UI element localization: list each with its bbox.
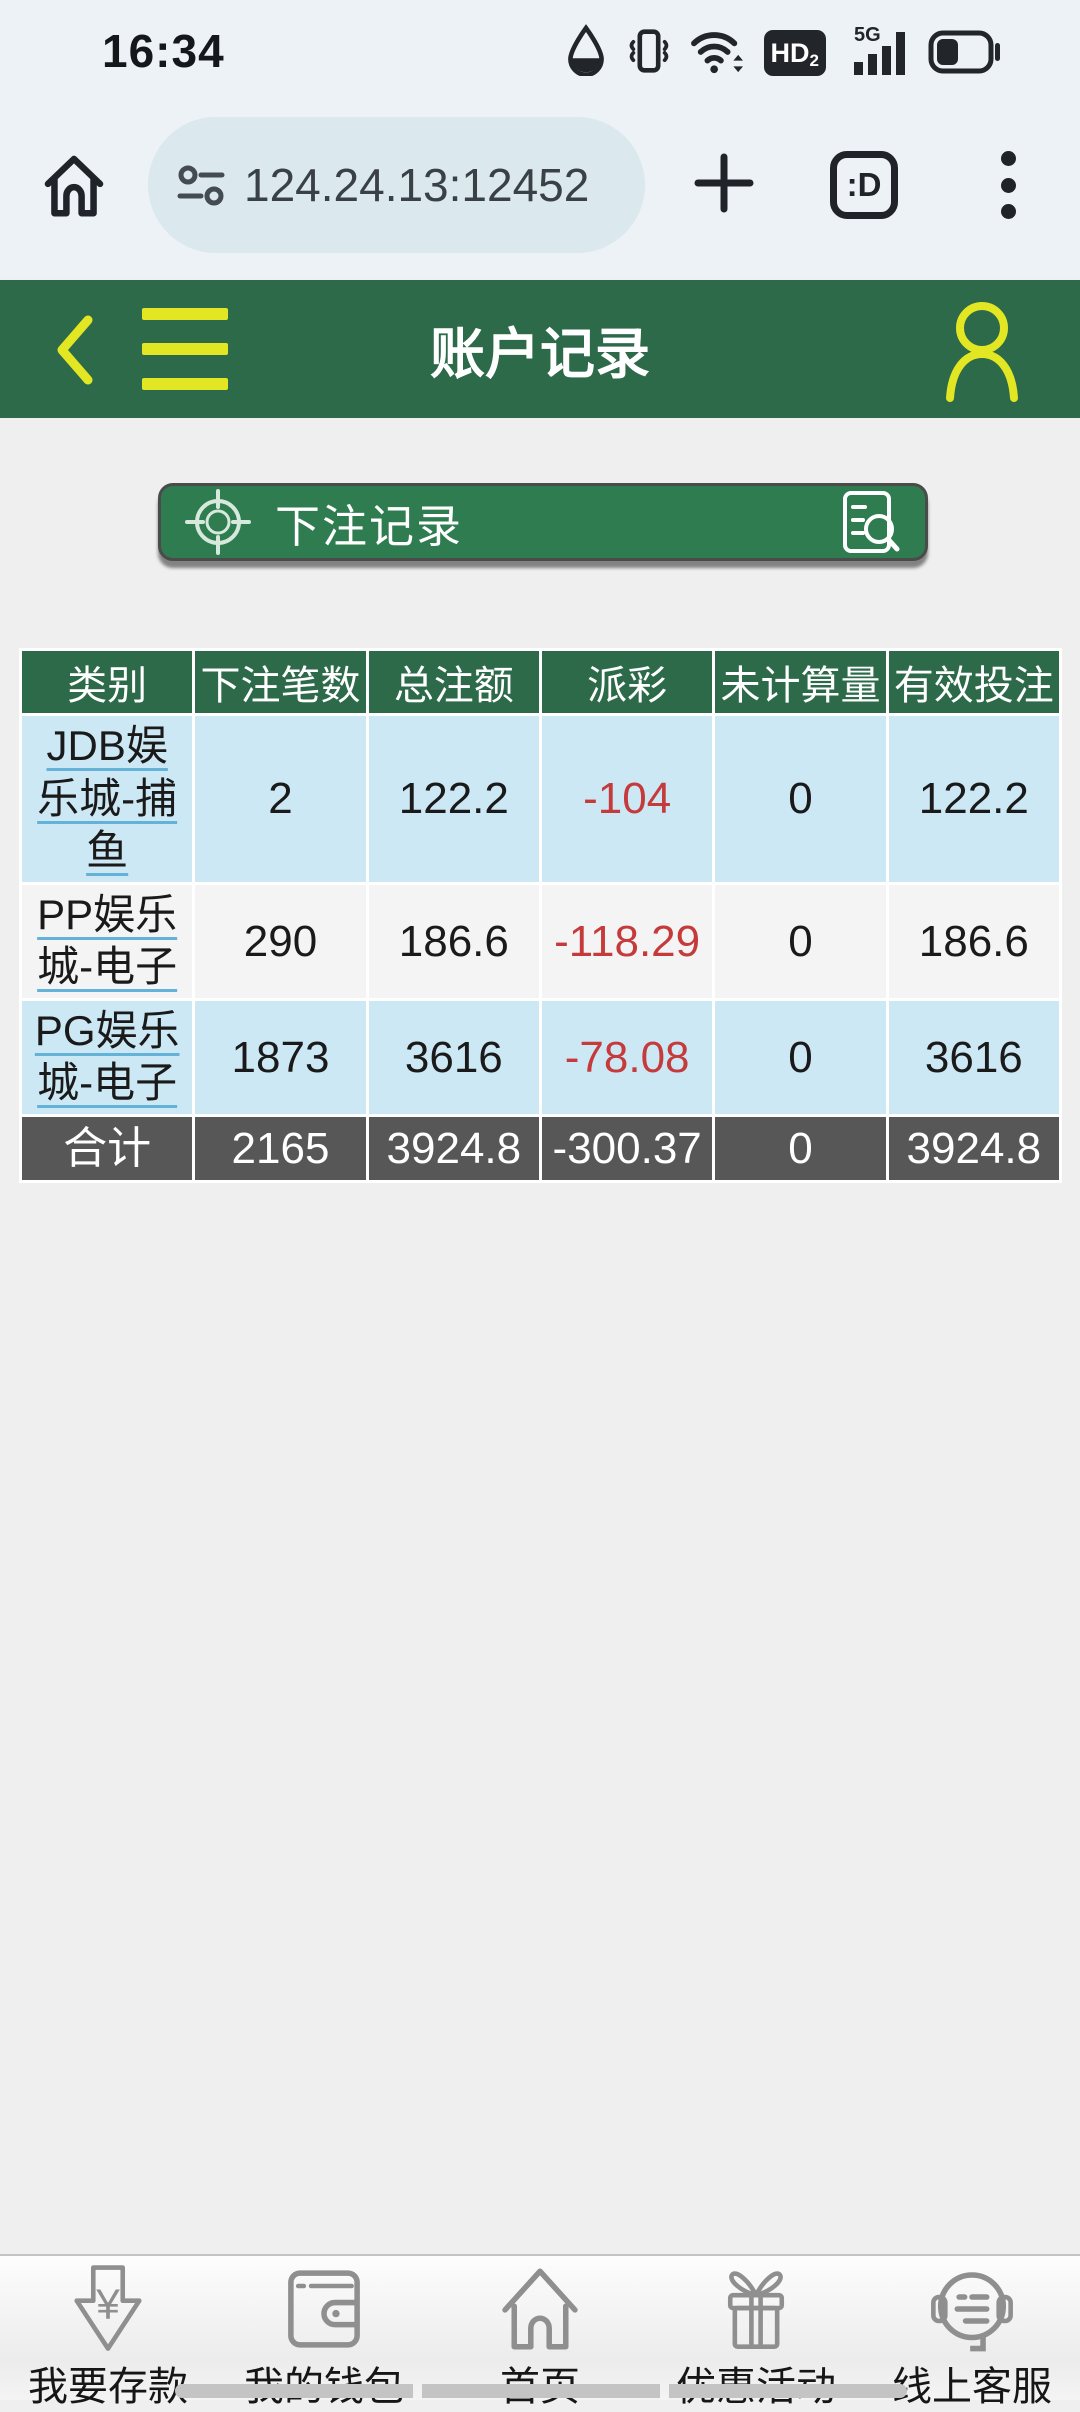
- table-header-row: 类别 下注笔数 总注额 派彩 未计算量 有效投注: [18, 648, 1063, 716]
- profile-icon[interactable]: [936, 298, 1028, 402]
- total-label: 合计: [18, 1113, 196, 1183]
- gesture-navigation-bar[interactable]: [175, 2384, 907, 2398]
- customer-service-icon: [926, 2262, 1018, 2356]
- nav-label: 我的钱包: [244, 2354, 404, 2412]
- browser-menu-button[interactable]: [988, 145, 1028, 225]
- unsettled-cell: 0: [712, 997, 889, 1117]
- total-payout: -300.37: [538, 1113, 716, 1183]
- status-bar: 16:34: [0, 0, 1080, 95]
- col-bet-count: 下注笔数: [192, 648, 369, 716]
- tab-switcher-button[interactable]: :D: [830, 151, 898, 219]
- url-bar[interactable]: 124.24.13:12452: [148, 117, 645, 253]
- vibrate-icon: [626, 26, 672, 76]
- nav-label: 首页: [500, 2354, 580, 2412]
- browser-home-button[interactable]: [38, 147, 110, 223]
- col-valid-bet: 有效投注: [885, 648, 1063, 716]
- back-button[interactable]: [50, 312, 98, 388]
- payout-cell: -78.08: [538, 997, 716, 1117]
- bottom-nav: ¥ 我要存款 我的钱包 首页: [0, 2254, 1080, 2409]
- battery-icon: [928, 28, 1002, 76]
- nav-label: 线上客服: [892, 2365, 1052, 2409]
- bet-records-button[interactable]: 下注记录: [158, 483, 928, 561]
- valid-bet-cell: 122.2: [885, 713, 1063, 885]
- clock: 16:34: [102, 25, 225, 77]
- browser-chrome: 16:34: [0, 0, 1080, 278]
- hd-voice-badge: HD 2: [763, 30, 826, 76]
- new-tab-button[interactable]: [692, 151, 756, 215]
- signal-5g-icon: 5G: [844, 24, 910, 76]
- table-row: PP娱乐城-电子 290 186.6 -118.29 0 186.6: [18, 881, 1063, 1001]
- page-title: 账户记录: [429, 323, 650, 385]
- status-icons: HD 2 5G: [564, 24, 1002, 76]
- nav-item-customer-service[interactable]: 线上客服: [864, 2256, 1080, 2409]
- search-records-icon[interactable]: [839, 489, 901, 555]
- total-valid-bet: 3924.8: [885, 1113, 1063, 1183]
- total-stake-cell: 122.2: [365, 713, 542, 885]
- table-row: JDB娱乐城-捕鱼 2 122.2 -104 0 122.2: [18, 713, 1063, 885]
- url-text: 124.24.13:12452: [244, 159, 590, 211]
- nav-item-home[interactable]: 首页: [432, 2256, 648, 2409]
- bet-records-label: 下注记录: [275, 500, 464, 552]
- gift-icon: [710, 2262, 802, 2356]
- payout-cell: -118.29: [538, 881, 716, 1001]
- nav-item-wallet[interactable]: 我的钱包: [216, 2256, 432, 2409]
- col-payout: 派彩: [538, 648, 716, 716]
- wifi-icon: [690, 26, 746, 76]
- target-icon: [185, 489, 251, 555]
- table-total-row: 合计 2165 3924.8 -300.37 0 3924.8: [18, 1113, 1063, 1183]
- category-link[interactable]: JDB娱乐城-捕鱼: [18, 713, 196, 885]
- unsettled-cell: 0: [712, 713, 889, 885]
- bet-count-cell: 290: [192, 881, 369, 1001]
- category-link[interactable]: PP娱乐城-电子: [18, 881, 196, 1001]
- col-category: 类别: [18, 648, 196, 716]
- deposit-icon: ¥: [62, 2262, 154, 2356]
- menu-icon[interactable]: [142, 308, 228, 390]
- bet-count-cell: 2: [192, 713, 369, 885]
- valid-bet-cell: 186.6: [885, 881, 1063, 1001]
- total-unsettled: 0: [712, 1113, 889, 1183]
- tab-count: :D: [846, 166, 882, 203]
- payout-cell: -104: [538, 713, 716, 885]
- total-stake: 3924.8: [365, 1113, 542, 1183]
- bet-records-table: 类别 下注笔数 总注额 派彩 未计算量 有效投注 JDB娱乐城-捕鱼 2 122…: [18, 648, 1063, 1183]
- svg-text:¥: ¥: [95, 2281, 120, 2328]
- app-header: 账户记录: [0, 280, 1080, 418]
- col-unsettled: 未计算量: [712, 648, 889, 716]
- table-row: PG娱乐城-电子 1873 3616 -78.08 0 3616: [18, 997, 1063, 1117]
- nav-item-deposit[interactable]: ¥ 我要存款: [0, 2256, 216, 2409]
- unsettled-cell: 0: [712, 881, 889, 1001]
- bet-count-cell: 1873: [192, 997, 369, 1117]
- nav-item-promotions[interactable]: 优惠活动: [648, 2256, 864, 2409]
- site-settings-icon[interactable]: [174, 158, 228, 212]
- browser-toolbar: 124.24.13:12452 :D: [0, 95, 1080, 275]
- home-icon: [494, 2262, 586, 2356]
- wallet-icon: [278, 2262, 370, 2356]
- valid-bet-cell: 3616: [885, 997, 1063, 1117]
- nav-label: 优惠活动: [676, 2354, 836, 2412]
- svg-text:5G: 5G: [854, 24, 881, 46]
- total-stake-cell: 3616: [365, 997, 542, 1117]
- nav-label: 我要存款: [28, 2365, 188, 2409]
- total-bet-count: 2165: [192, 1113, 369, 1183]
- col-total-stake: 总注额: [365, 648, 542, 716]
- water-drop-icon: [564, 24, 608, 76]
- category-link[interactable]: PG娱乐城-电子: [18, 997, 196, 1117]
- total-stake-cell: 186.6: [365, 881, 542, 1001]
